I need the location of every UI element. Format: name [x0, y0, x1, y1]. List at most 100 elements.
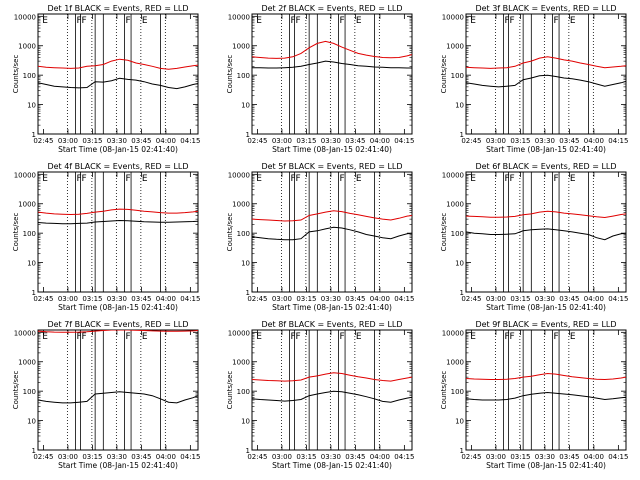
y-tick-label: 10000	[14, 171, 36, 179]
plot-frame	[465, 329, 627, 451]
y-tick-label: 10	[241, 102, 250, 110]
plot-frame	[37, 13, 199, 135]
x-axis-label: Start Time (08-Jan-15 02:41:40)	[272, 461, 392, 470]
x-tick-label: 03:30	[107, 137, 127, 145]
x-tick-label: 03:00	[272, 137, 292, 145]
x-tick-label: 03:45	[559, 453, 579, 461]
flag-label: F	[295, 332, 300, 342]
x-tick-label: 03:30	[321, 137, 341, 145]
flag-label: F	[509, 174, 514, 184]
flag-label: E	[42, 332, 48, 342]
x-tick-label: 04:15	[608, 453, 628, 461]
flag-label: F	[340, 332, 345, 342]
flag-label: E	[570, 174, 576, 184]
x-tick-label: 03:30	[535, 295, 555, 303]
y-tick-label: 1000	[232, 359, 250, 367]
y-axis-label: Counts/sec	[440, 55, 448, 94]
chart-title: Det 7f BLACK = Events, RED = LLD	[47, 320, 188, 329]
series-line-events	[252, 226, 412, 241]
x-tick-label: 03:45	[131, 295, 151, 303]
x-tick-label: 04:15	[180, 137, 200, 145]
chart-title: Det 2f BLACK = Events, RED = LLD	[261, 4, 402, 13]
flag-label: E	[570, 332, 576, 342]
flag-label: F	[81, 174, 86, 184]
x-axis-label: Start Time (08-Jan-15 02:41:40)	[272, 145, 392, 154]
y-axis-label: Counts/sec	[440, 213, 448, 252]
x-tick-label: 03:45	[131, 453, 151, 461]
x-tick-label: 02:45	[247, 137, 267, 145]
series-line-lld	[466, 372, 626, 381]
flag-label: F	[509, 16, 514, 26]
y-tick-label: 10	[241, 260, 250, 268]
y-tick-label: 1	[32, 447, 36, 455]
x-tick-label: 03:15	[510, 137, 530, 145]
flag-label: F	[505, 174, 510, 184]
plot-frame	[251, 13, 413, 135]
y-tick-label: 1000	[232, 43, 250, 51]
x-tick-label: 04:00	[584, 137, 604, 145]
y-tick-label: 1	[460, 131, 464, 139]
y-tick-label: 1	[246, 131, 250, 139]
x-tick-label: 03:30	[321, 295, 341, 303]
x-tick-label: 02:45	[247, 295, 267, 303]
y-axis-label: Counts/sec	[12, 55, 20, 94]
flag-label: F	[291, 174, 296, 184]
x-tick-label: 03:00	[272, 453, 292, 461]
y-tick-label: 1000	[18, 359, 36, 367]
series-line-events	[38, 219, 198, 225]
flag-label: E	[356, 174, 362, 184]
y-tick-label: 100	[237, 388, 250, 396]
y-tick-label: 1000	[18, 201, 36, 209]
plot-frame	[465, 13, 627, 135]
flag-label: F	[505, 16, 510, 26]
series-line-events	[466, 228, 626, 241]
y-axis-label: Counts/sec	[226, 213, 234, 252]
x-tick-label: 03:30	[535, 453, 555, 461]
x-axis-label: Start Time (08-Jan-15 02:41:40)	[58, 145, 178, 154]
y-tick-label: 10	[27, 418, 36, 426]
y-tick-label: 10000	[442, 13, 464, 21]
x-tick-label: 03:00	[58, 137, 78, 145]
x-tick-label: 02:45	[33, 453, 53, 461]
y-tick-label: 1000	[446, 359, 464, 367]
plot-frame	[465, 171, 627, 293]
flag-label: F	[295, 16, 300, 26]
x-tick-label: 03:00	[486, 137, 506, 145]
x-tick-label: 04:15	[180, 295, 200, 303]
x-tick-label: 04:00	[156, 453, 176, 461]
y-tick-label: 100	[237, 230, 250, 238]
x-tick-label: 03:15	[510, 295, 530, 303]
x-tick-label: 03:15	[296, 137, 316, 145]
series-line-lld	[252, 372, 412, 382]
x-tick-label: 04:15	[394, 453, 414, 461]
flag-label: E	[470, 332, 476, 342]
x-tick-label: 03:45	[345, 137, 365, 145]
y-tick-label: 10000	[442, 329, 464, 337]
y-tick-label: 1	[460, 289, 464, 297]
y-tick-label: 10000	[14, 13, 36, 21]
flag-label: E	[256, 332, 262, 342]
series-line-lld	[252, 210, 412, 222]
x-tick-label: 02:45	[33, 137, 53, 145]
y-tick-label: 1	[32, 289, 36, 297]
x-tick-label: 03:00	[486, 453, 506, 461]
y-tick-label: 100	[237, 72, 250, 80]
flag-label: E	[470, 16, 476, 26]
flag-label: E	[256, 16, 262, 26]
series-line-events	[252, 390, 412, 403]
y-axis-label: Counts/sec	[440, 371, 448, 410]
y-tick-label: 1	[32, 131, 36, 139]
x-tick-label: 03:45	[559, 295, 579, 303]
flag-label: F	[340, 16, 345, 26]
x-tick-label: 04:00	[584, 453, 604, 461]
x-tick-label: 04:00	[370, 453, 390, 461]
plot-frame	[251, 171, 413, 293]
plot-frame	[251, 329, 413, 451]
y-tick-label: 10000	[442, 171, 464, 179]
x-tick-label: 03:00	[272, 295, 292, 303]
x-tick-label: 03:30	[535, 137, 555, 145]
